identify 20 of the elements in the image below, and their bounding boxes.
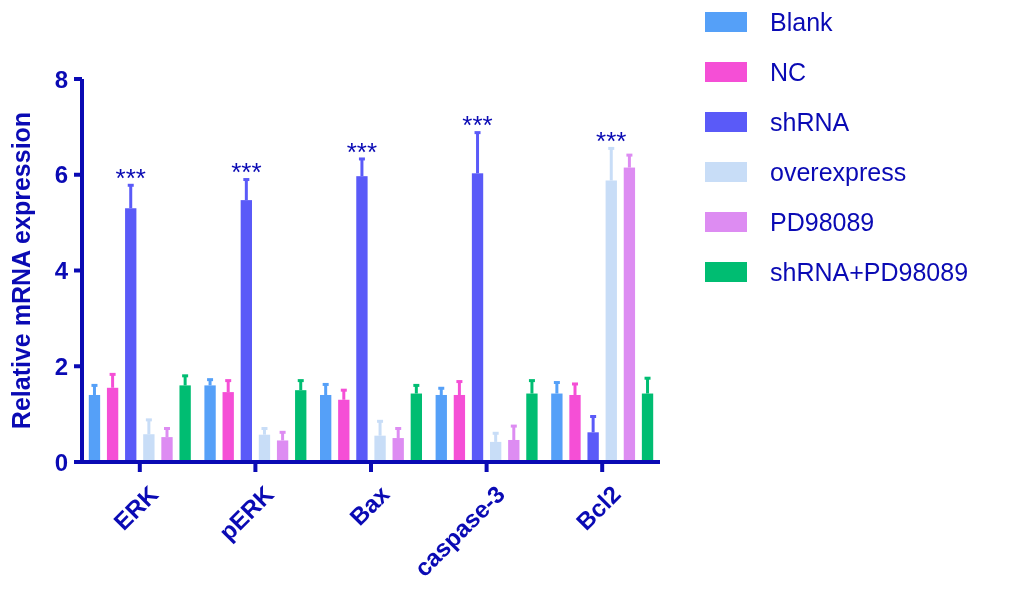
legend-label: PD98089 — [770, 208, 875, 236]
legend-label: shRNA+PD98089 — [770, 258, 969, 286]
y-tick-label: 8 — [54, 65, 68, 93]
annotation: *** — [596, 126, 627, 157]
legend-label: Blank — [770, 8, 834, 36]
legend-label: NC — [770, 58, 807, 86]
annotation: *** — [231, 157, 262, 188]
legend-label: overexpress — [770, 158, 907, 186]
annotation: *** — [462, 110, 493, 141]
y-tick-label: 2 — [54, 352, 68, 380]
bar — [435, 394, 447, 462]
legend-label: shRNA — [770, 108, 850, 136]
y-axis-title: Relative mRNA expression — [7, 111, 35, 430]
y-tick-label: 0 — [54, 448, 68, 476]
bar — [204, 385, 216, 462]
annotation: *** — [115, 163, 146, 194]
y-tick-label: 4 — [54, 257, 69, 285]
annotation: *** — [346, 136, 378, 167]
y-tick-label: 6 — [54, 161, 68, 189]
x-tick-label: Bax — [344, 479, 395, 531]
